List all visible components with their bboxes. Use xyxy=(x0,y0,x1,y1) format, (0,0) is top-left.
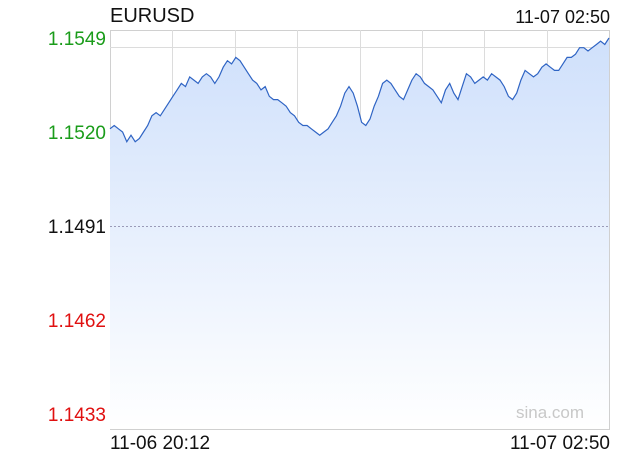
y-axis-labels: 1.1549 1.1520 1.1491 1.1462 1.1433 xyxy=(48,29,106,426)
x-axis-end-label: 11-07 02:50 xyxy=(509,433,610,454)
y-tick-label: 1.1433 xyxy=(48,405,106,426)
x-axis-start-label: 11-06 20:12 xyxy=(110,433,211,454)
timestamp: 11-07 02:50 xyxy=(515,7,610,27)
y-tick-label: 1.1520 xyxy=(48,123,106,144)
watermark: sina.com xyxy=(516,403,584,422)
y-tick-label: 1.1462 xyxy=(48,311,106,332)
price-area-fill xyxy=(110,38,609,429)
price-line xyxy=(109,37,610,143)
y-tick-label: 1.1549 xyxy=(48,29,106,50)
symbol-title: EURUSD xyxy=(110,5,195,27)
y-tick-label: 1.1491 xyxy=(48,217,106,238)
